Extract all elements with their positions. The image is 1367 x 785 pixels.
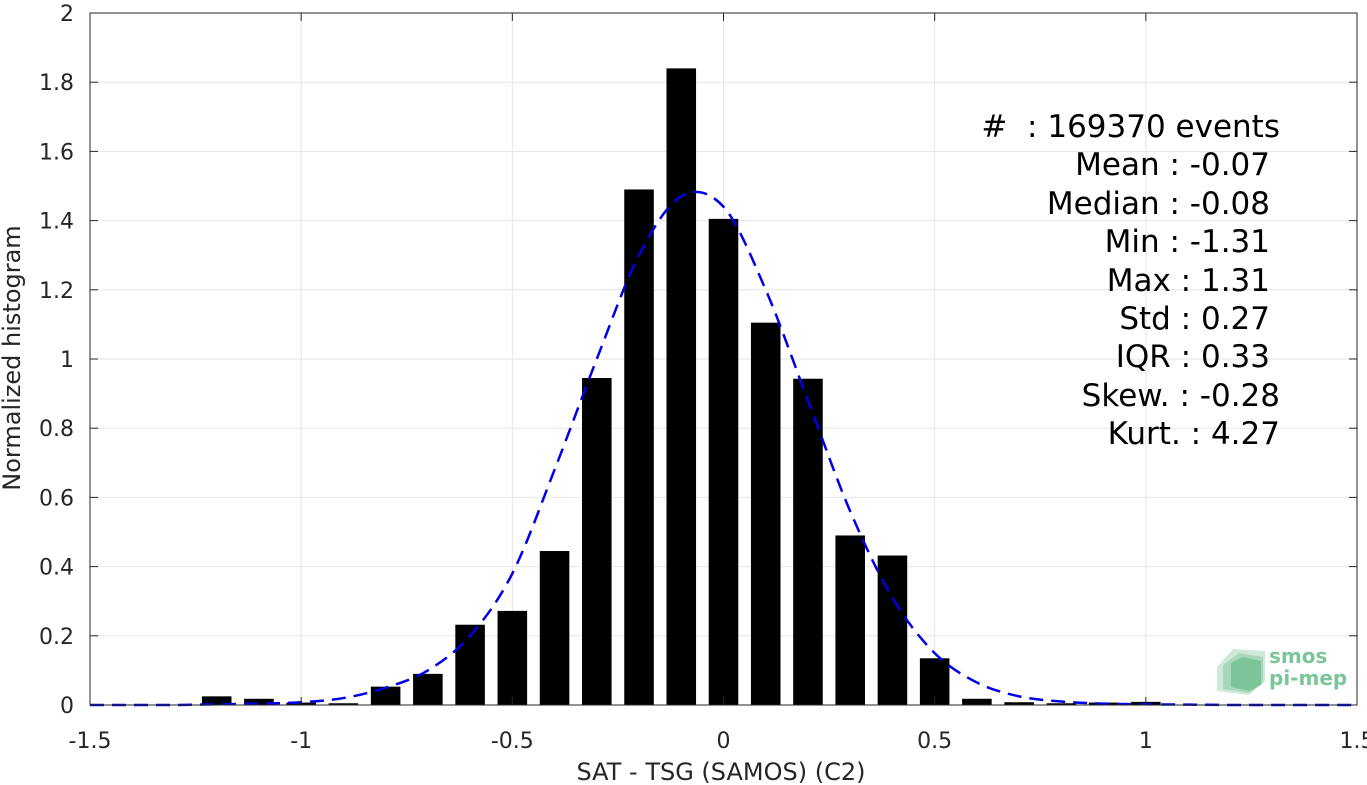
tick-labels: 0 0.2 0.4 0.6 0.8 1 1.2 1.4 1.6 1.8 2 -1.5 -1 -0.5 0 0.…	[39, 2, 1367, 754]
histogram-bar	[666, 68, 697, 706]
fit-curve	[90, 190, 1357, 707]
histogram-bar	[413, 673, 443, 705]
stat-min: Min : -1.31	[1104, 224, 1270, 261]
stat-max: Max : 1.31	[1106, 262, 1270, 299]
x-tick-label: -1	[290, 729, 312, 754]
plot-frame	[89, 12, 1358, 706]
histogram-bar	[1046, 703, 1077, 705]
x-axis-title: SAT - TSG (SAMOS) (C2)	[577, 758, 866, 785]
histogram-bar	[539, 551, 570, 705]
stat-mean: Mean : -0.07	[1075, 147, 1270, 184]
histogram-bar	[793, 378, 823, 705]
stat-skew: Skew. : -0.28	[1081, 377, 1280, 414]
histogram-bar	[244, 698, 274, 705]
histogram-bar	[201, 696, 232, 705]
y-tick-label: 1	[60, 348, 74, 373]
logo-line2: pi-mep	[1269, 666, 1348, 690]
histogram-bar	[877, 555, 908, 705]
histogram-bar	[750, 322, 781, 705]
stat-count: # : 169370 events	[981, 109, 1280, 145]
x-tick-label: 0.5	[917, 729, 952, 754]
histogram-bar	[708, 218, 739, 705]
stat-iqr: IQR : 0.33	[1115, 339, 1270, 376]
x-tick-label: 1.5	[1340, 729, 1367, 754]
y-tick-label: 1.8	[39, 71, 74, 96]
histogram-bar	[962, 698, 992, 705]
x-tick-label: 1	[1139, 729, 1153, 754]
y-tick-label: 1.4	[39, 210, 74, 235]
y-tick-label: 0.4	[39, 556, 74, 581]
histogram-bars	[201, 68, 1161, 706]
histogram-bar	[370, 686, 401, 705]
histogram-bar	[1004, 702, 1034, 705]
histogram-bar	[624, 189, 654, 705]
y-tick-label: 0	[60, 694, 74, 719]
histogram-bar	[455, 624, 485, 705]
stat-kurt: Kurt. : 4.27	[1107, 416, 1280, 453]
x-tick-label: -1.5	[69, 729, 112, 754]
y-tick-label: 0.2	[39, 625, 74, 650]
x-tick-label: -0.5	[491, 729, 534, 754]
y-axis-title: Normalized histogram	[0, 225, 26, 490]
histogram-bar	[328, 703, 359, 705]
y-tick-label: 1.2	[39, 279, 74, 304]
y-tick-label: 2	[60, 2, 74, 27]
logo-line1: smos	[1269, 644, 1328, 668]
axes	[89, 12, 1358, 706]
stat-std: Std : 0.27	[1119, 301, 1270, 338]
logo-text: smos pi-mep	[1269, 645, 1347, 689]
x-tick-label: 0	[717, 729, 731, 754]
smos-pi-mep-logo: smos pi-mep	[1213, 645, 1353, 697]
stat-median: Median : -0.08	[1046, 185, 1270, 222]
histogram-bar	[835, 535, 865, 705]
statistics-box: # : 169370 events Mean : -0.07 Median : …	[930, 108, 1280, 454]
y-tick-label: 0.8	[39, 417, 74, 442]
logo-icon	[1217, 649, 1265, 695]
histogram-bar	[582, 378, 612, 705]
y-tick-label: 1.6	[39, 140, 74, 165]
y-tick-label: 0.6	[39, 486, 74, 511]
histogram-bar	[497, 610, 528, 705]
